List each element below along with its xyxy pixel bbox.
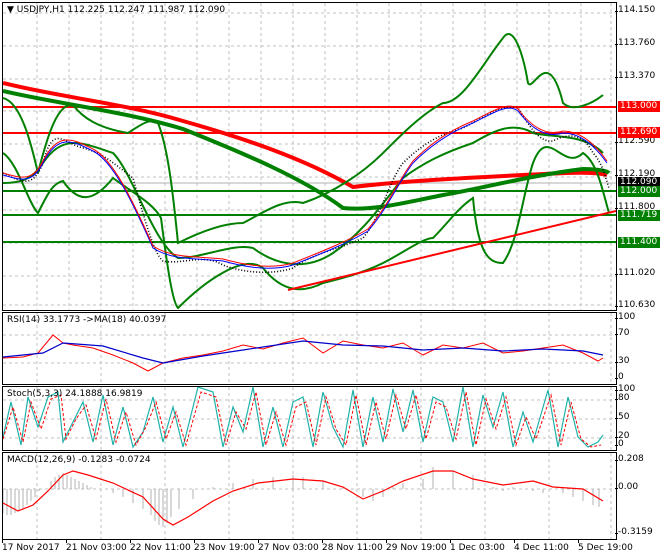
x-tick: 27 Nov 03:00 — [258, 539, 319, 553]
level-label-111719: 111.719 — [618, 210, 660, 221]
x-tick: 22 Nov 11:00 — [130, 539, 191, 553]
x-tick: 29 Nov 19:00 — [386, 539, 447, 553]
macd-chart — [3, 453, 616, 539]
x-tick: 5 Dec 19:00 — [578, 539, 633, 553]
symbol-label: USDJPY,H1 — [16, 5, 65, 15]
y-tick: 20 — [614, 431, 630, 441]
y-tick: 0.208 — [615, 454, 644, 464]
stoch-chart — [3, 387, 616, 450]
x-tick: 21 Nov 03:00 — [66, 539, 127, 553]
y-tick: 100 — [614, 312, 636, 322]
price-axis: 114.150 113.760 113.370 112.590 112.190 … — [614, 2, 660, 310]
y-tick: -0.3159 — [615, 527, 653, 537]
y-tick: 111.800 — [614, 202, 656, 212]
y-tick: 111.020 — [614, 268, 656, 278]
y-tick: 114.150 — [614, 5, 656, 15]
y-tick: 80 — [614, 393, 630, 403]
macd-title: MACD(12,26,9) -0.1283 -0.0724 — [7, 455, 151, 465]
rsi-title: RSI(14) 33.1773 ->MA(18) 40.0397 — [7, 315, 167, 325]
y-tick: 112.190 — [614, 169, 656, 179]
y-tick: 110.630 — [614, 300, 656, 310]
stoch-axis: 100 80 50 20 0 — [614, 384, 660, 449]
y-tick: 0 — [615, 439, 624, 449]
macd-pane[interactable]: MACD(12,26,9) -0.1283 -0.0724 — [2, 452, 617, 540]
level-label-111400: 111.400 — [618, 237, 660, 248]
time-axis: 17 Nov 2017 21 Nov 03:00 22 Nov 11:00 23… — [2, 539, 633, 560]
x-tick: 1 Dec 03:00 — [450, 539, 505, 553]
y-tick: 0.00 — [614, 482, 639, 492]
price-pane[interactable]: ▼ USDJPY,H1 112.225 112.247 111.987 112.… — [2, 2, 617, 311]
rsi-axis: 100 70 30 0 — [614, 312, 660, 383]
ohlc-values: 112.225 112.247 111.987 112.090 — [67, 5, 226, 15]
y-tick: 30 — [614, 356, 630, 366]
y-tick: 112.590 — [614, 136, 656, 146]
x-tick: 28 Nov 11:00 — [322, 539, 383, 553]
macd-axis: 0.208 0.00 -0.3159 — [614, 452, 660, 538]
rsi-pane[interactable]: RSI(14) 33.1773 ->MA(18) 40.0397 — [2, 312, 617, 385]
y-tick: 113.760 — [614, 38, 656, 48]
x-tick: 23 Nov 19:00 — [194, 539, 255, 553]
y-tick: 50 — [614, 412, 630, 422]
dropdown-triangle-icon[interactable]: ▼ — [7, 5, 14, 15]
y-tick: 0 — [615, 372, 624, 382]
y-tick: 113.370 — [614, 71, 656, 81]
level-label-112000: 112.000 — [618, 186, 660, 197]
current-price-label: 112.090 — [618, 177, 660, 188]
stoch-pane[interactable]: Stoch(5,3,3) 24.1888 16.9819 — [2, 386, 617, 451]
y-tick: 100 — [614, 384, 636, 394]
level-label-112690: 112.690 — [618, 127, 660, 138]
price-chart — [3, 3, 616, 310]
level-label-113000: 113.000 — [618, 101, 660, 112]
x-tick: 4 Dec 11:00 — [514, 539, 569, 553]
x-tick: 17 Nov 2017 — [2, 539, 60, 553]
stoch-title: Stoch(5,3,3) 24.1888 16.9819 — [7, 389, 143, 399]
price-pane-title: ▼ USDJPY,H1 112.225 112.247 111.987 112.… — [7, 5, 225, 15]
y-tick: 70 — [614, 328, 630, 338]
rsi-chart — [3, 313, 616, 384]
